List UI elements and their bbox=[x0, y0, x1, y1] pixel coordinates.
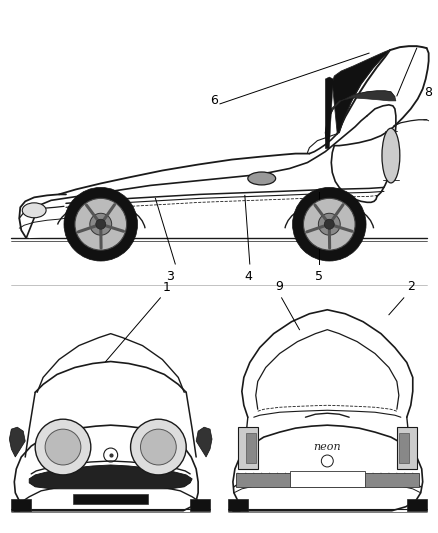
Polygon shape bbox=[290, 471, 365, 487]
Text: neon: neon bbox=[314, 442, 341, 452]
Polygon shape bbox=[9, 427, 25, 457]
Polygon shape bbox=[228, 499, 248, 511]
Polygon shape bbox=[190, 499, 210, 511]
Polygon shape bbox=[325, 91, 396, 148]
Ellipse shape bbox=[248, 172, 276, 185]
Circle shape bbox=[64, 188, 138, 261]
Circle shape bbox=[293, 188, 366, 261]
Polygon shape bbox=[11, 499, 31, 511]
Polygon shape bbox=[325, 77, 333, 149]
Polygon shape bbox=[246, 433, 256, 463]
Circle shape bbox=[45, 429, 81, 465]
Text: 6: 6 bbox=[210, 94, 218, 107]
Circle shape bbox=[90, 213, 112, 235]
Polygon shape bbox=[73, 494, 148, 504]
Circle shape bbox=[324, 219, 334, 229]
Text: 3: 3 bbox=[166, 270, 174, 283]
Circle shape bbox=[304, 198, 355, 250]
Polygon shape bbox=[397, 427, 417, 469]
Circle shape bbox=[75, 198, 127, 250]
Ellipse shape bbox=[382, 128, 400, 183]
Polygon shape bbox=[21, 48, 387, 238]
Circle shape bbox=[131, 419, 186, 475]
Text: 9: 9 bbox=[276, 280, 283, 293]
Circle shape bbox=[35, 419, 91, 475]
Text: 4: 4 bbox=[244, 270, 252, 283]
Polygon shape bbox=[332, 50, 390, 134]
Text: 5: 5 bbox=[315, 270, 323, 283]
Polygon shape bbox=[29, 465, 192, 489]
Text: 8: 8 bbox=[424, 86, 432, 100]
Polygon shape bbox=[407, 499, 427, 511]
Ellipse shape bbox=[22, 203, 46, 218]
Circle shape bbox=[96, 219, 106, 229]
Polygon shape bbox=[399, 433, 409, 463]
Polygon shape bbox=[196, 427, 212, 457]
Circle shape bbox=[141, 429, 176, 465]
Text: 1: 1 bbox=[162, 281, 170, 294]
Polygon shape bbox=[236, 473, 419, 487]
Polygon shape bbox=[238, 427, 258, 469]
Text: 2: 2 bbox=[407, 280, 415, 293]
Circle shape bbox=[318, 213, 340, 235]
